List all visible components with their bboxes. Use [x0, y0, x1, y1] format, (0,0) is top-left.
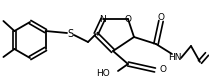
Text: O: O	[159, 66, 166, 75]
Text: O: O	[125, 15, 131, 24]
Text: HN: HN	[168, 52, 182, 61]
Text: S: S	[67, 29, 73, 39]
Text: O: O	[158, 13, 164, 22]
Text: N: N	[100, 15, 106, 24]
Text: HO: HO	[96, 69, 110, 79]
